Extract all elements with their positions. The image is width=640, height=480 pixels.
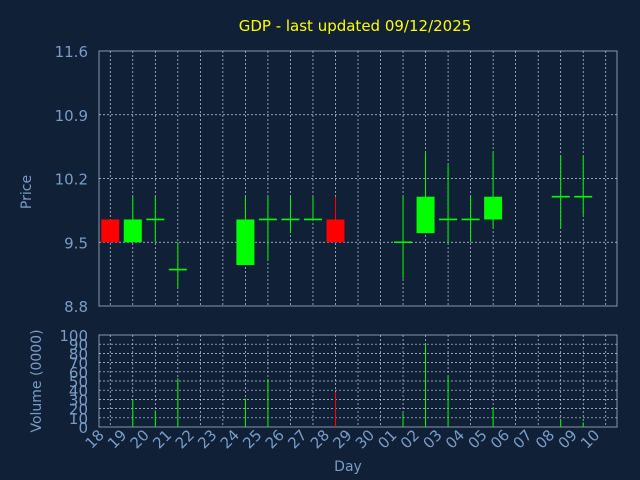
volume-tick-label: 30 — [69, 391, 88, 409]
volume-tick-label: 90 — [69, 336, 88, 354]
price-tick-label: 11.6 — [55, 43, 88, 61]
volume-tick-label: 70 — [69, 355, 88, 373]
volume-tick-label: 80 — [69, 345, 88, 363]
volume-tick-label: 40 — [69, 382, 88, 400]
candle-body — [484, 196, 503, 220]
price-tick-label: 9.5 — [64, 234, 88, 252]
candle-body — [101, 219, 120, 243]
price-axis-label: Price — [19, 175, 35, 209]
volume-tick-label: 0 — [78, 419, 88, 437]
candle-body — [236, 219, 255, 266]
volume-panel: 1009080706050403020100181920212223242526… — [59, 327, 618, 452]
price-tick-label: 10.9 — [55, 107, 88, 125]
volume-tick-label: 20 — [69, 401, 88, 419]
volume-axis-label: Volume (0000) — [29, 329, 45, 432]
volume-tick-label: 100 — [59, 327, 88, 345]
volume-tick-label: 10 — [69, 410, 88, 428]
price-tick-label: 10.2 — [55, 171, 88, 189]
candle-body — [123, 219, 142, 243]
volume-tick-label: 50 — [69, 373, 88, 391]
price-panel: 11.6 10.9 10.2 9.5 8.8 — [55, 43, 618, 316]
volume-tick-label: 60 — [69, 364, 88, 382]
x-axis-label: Day — [334, 459, 362, 475]
price-tick-label: 8.8 — [64, 298, 88, 316]
chart-title: GDP - last updated 09/12/2025 — [239, 17, 472, 35]
x-tick-label: 10 — [577, 426, 603, 452]
candle-body — [326, 219, 345, 243]
candle-body — [416, 196, 435, 234]
